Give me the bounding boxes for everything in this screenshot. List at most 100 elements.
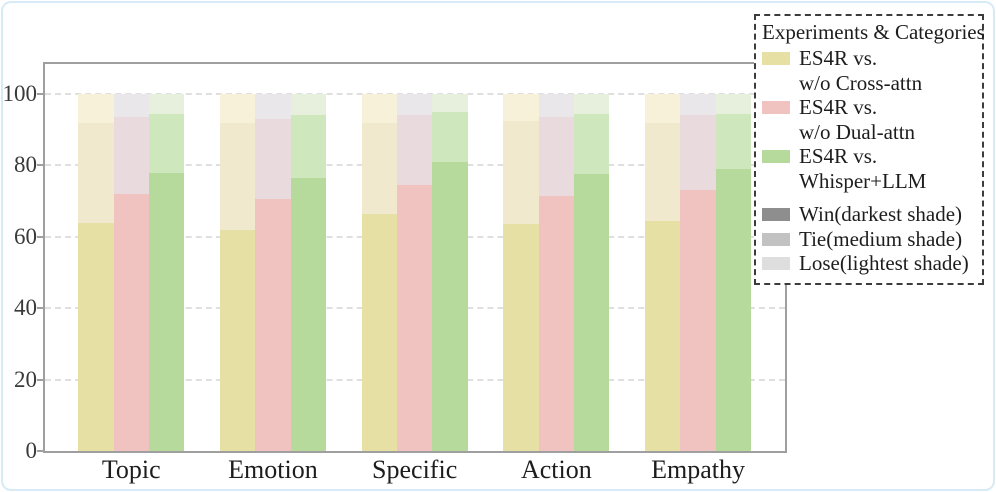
legend: Experiments & Categories ES4R vs. w/o Cr… (754, 14, 985, 285)
y-tick-label-0: 0 (25, 438, 38, 463)
bar-empathy-series3 (715, 64, 751, 451)
tie-shade-swatch-icon (762, 232, 790, 246)
segment-win (148, 172, 185, 451)
bar-emotion-series3 (290, 64, 326, 451)
segment-win (645, 220, 681, 451)
cross-attn-swatch-icon (762, 52, 790, 65)
segment-win (78, 222, 114, 451)
y-tick-100 (37, 93, 44, 95)
segment-lose (148, 94, 185, 114)
segment-tie (432, 111, 468, 162)
segment-lose (574, 94, 610, 114)
legend-entry-lose: Lose(lightest shade) (762, 251, 974, 276)
segment-tie (574, 113, 610, 175)
segment-tie (290, 115, 326, 178)
y-tick-label-100: 100 (2, 81, 38, 106)
x-tick-label-topic: Topic (101, 455, 161, 484)
y-tick-60 (37, 235, 44, 238)
lose-shade-swatch-icon (762, 257, 790, 270)
plot-inner (45, 64, 785, 451)
legend-entry-whisper-llm: ES4R vs. Whisper+LLM (762, 144, 974, 193)
segment-lose (113, 94, 149, 118)
legend-entry-win: Win(darkest shade) (762, 202, 974, 227)
x-tick-label-specific: Specific (372, 455, 458, 484)
segment-win (503, 224, 539, 451)
segment-lose (220, 94, 256, 123)
segment-tie (255, 119, 291, 200)
segment-tie (148, 113, 185, 173)
segment-lose (78, 94, 114, 123)
segment-win (538, 195, 574, 451)
segment-win (397, 185, 433, 451)
segment-lose (361, 94, 397, 123)
legend-entry-cross-attn: ES4R vs. w/o Cross-attn (762, 46, 974, 95)
y-tick-0 (37, 450, 44, 452)
segment-win (220, 229, 256, 451)
segment-tie (715, 113, 751, 169)
segment-lose (503, 94, 539, 121)
legend-label-line: Tie(medium shade) (799, 226, 963, 251)
segment-tie (503, 120, 539, 225)
bar-empathy-series2 (680, 64, 716, 451)
bar-specific-series2 (397, 64, 433, 451)
segment-lose (680, 94, 716, 116)
segment-tie (397, 115, 433, 186)
segment-win (432, 161, 468, 451)
x-tick-label-emotion: Emotion (228, 455, 318, 484)
y-tick-label-40: 40 (14, 295, 37, 321)
segment-tie (680, 115, 716, 191)
legend-label-line: w/o Cross-attn (799, 70, 923, 95)
bar-emotion-series1 (220, 64, 256, 451)
segment-lose (645, 94, 681, 123)
segment-lose (715, 94, 751, 114)
whisper-llm-swatch-icon (762, 150, 790, 163)
segment-win (574, 174, 610, 451)
segment-win (680, 190, 716, 451)
segment-lose (432, 94, 468, 112)
segment-lose (290, 94, 326, 116)
bar-topic-series3 (148, 64, 185, 451)
plot-area (43, 62, 787, 453)
legend-entry-dual-attn: ES4R vs. w/o Dual-attn (762, 95, 974, 144)
legend-label-line: ES4R vs. (799, 144, 878, 168)
bar-specific-series1 (361, 64, 397, 451)
segment-win (715, 168, 751, 451)
y-tick-label-80: 80 (14, 152, 37, 178)
legend-label-line: ES4R vs. (799, 95, 878, 119)
segment-tie (78, 122, 114, 223)
segment-tie (220, 122, 256, 230)
segment-tie (113, 117, 149, 194)
legend-entry-tie: Tie(medium shade) (762, 227, 974, 252)
segment-tie (361, 122, 397, 214)
legend-label-line: Whisper+LLM (799, 168, 927, 193)
segment-win (361, 213, 397, 451)
bar-action-series2 (538, 64, 574, 451)
legend-title: Experiments & Categories (762, 20, 985, 44)
bar-specific-series3 (432, 64, 468, 451)
segment-lose (538, 94, 574, 118)
bar-empathy-series1 (645, 64, 681, 451)
gridline-100 (45, 93, 785, 95)
bar-action-series1 (503, 64, 539, 451)
legend-shade-group: Win(darkest shade) Tie(medium shade) Los… (762, 202, 974, 276)
segment-win (113, 193, 149, 451)
y-tick-20 (37, 378, 44, 381)
y-tick-40 (37, 307, 44, 310)
bar-topic-series1 (78, 64, 114, 451)
x-tick-label-action: Action (520, 455, 592, 484)
legend-label-line: ES4R vs. (799, 46, 878, 70)
segment-lose (255, 94, 291, 120)
legend-label-line: w/o Dual-attn (799, 119, 916, 144)
y-tick-80 (37, 164, 44, 167)
bar-action-series3 (574, 64, 610, 451)
segment-tie (538, 117, 574, 196)
legend-label-line: Win(darkest shade) (799, 202, 963, 226)
dual-attn-swatch-icon (762, 101, 790, 114)
win-shade-swatch-icon (762, 208, 790, 221)
y-tick-label-60: 60 (14, 223, 37, 249)
segment-win (255, 199, 291, 451)
bar-topic-series2 (113, 64, 149, 451)
y-tick-label-20: 20 (14, 366, 37, 392)
legend-label-line: Lose(lightest shade) (799, 251, 969, 275)
